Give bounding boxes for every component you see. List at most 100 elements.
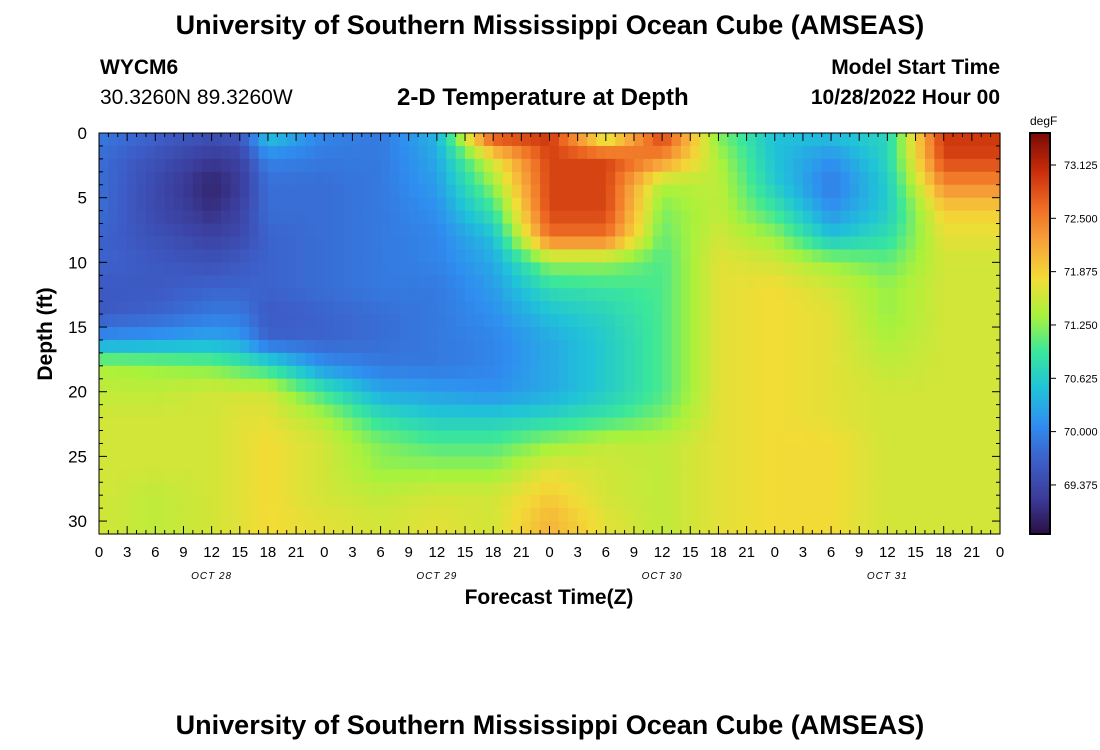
heatmap-cell (962, 495, 973, 509)
heatmap-cell (549, 158, 560, 173)
heatmap-cell (465, 275, 476, 289)
heatmap-cell (605, 301, 616, 315)
heatmap-cell (971, 417, 982, 432)
heatmap-cell (474, 378, 485, 393)
heatmap-cell (802, 145, 813, 160)
heatmap-cell (596, 171, 607, 186)
heatmap-cell (587, 404, 598, 419)
heatmap-cell (183, 184, 194, 199)
heatmap-cell (324, 197, 335, 212)
heatmap-cell (521, 456, 532, 470)
heatmap-cell (709, 184, 720, 199)
heatmap-cell (755, 223, 766, 238)
heatmap-cell (221, 275, 231, 289)
heatmap-cell (483, 314, 494, 328)
heatmap-cell (493, 495, 504, 509)
heatmap-cell (633, 210, 644, 225)
heatmap-cell (183, 430, 194, 445)
heatmap-cell (540, 197, 551, 212)
heatmap-cell (934, 145, 945, 160)
heatmap-cell (314, 391, 325, 406)
heatmap-cell (314, 352, 325, 367)
heatmap-cell (849, 508, 860, 522)
heatmap-cell (849, 133, 860, 147)
heatmap-cell (493, 288, 504, 302)
heatmap-cell (230, 365, 241, 380)
heatmap-cell (99, 365, 109, 380)
heatmap-cell (465, 223, 476, 238)
x-tick-label: 9 (405, 544, 413, 561)
heatmap-cell (558, 339, 569, 354)
heatmap-cell (446, 288, 457, 302)
heatmap-cell (418, 430, 429, 445)
heatmap-cell (530, 495, 541, 509)
heatmap-cell (314, 365, 325, 380)
heatmap-cell (831, 171, 842, 186)
heatmap-cell (418, 482, 429, 496)
heatmap-cell (418, 197, 429, 212)
heatmap-cell (549, 275, 560, 289)
heatmap-cell (765, 197, 776, 212)
heatmap-cell (737, 443, 748, 457)
heatmap-cell (549, 365, 560, 380)
heatmap-cell (821, 145, 832, 160)
heatmap-cell (521, 223, 532, 238)
heatmap-cell (821, 417, 832, 432)
heatmap-cell (211, 469, 222, 483)
heatmap-cell (943, 365, 954, 380)
heatmap-cell (399, 210, 410, 225)
heatmap-cell (136, 521, 147, 535)
heatmap-cell (465, 352, 476, 367)
heatmap-cell (230, 417, 241, 432)
heatmap-cell (352, 352, 363, 367)
heatmap-cell (680, 236, 691, 251)
heatmap-cell (314, 378, 325, 393)
heatmap-cell (690, 223, 701, 238)
heatmap-cell (859, 327, 870, 341)
heatmap-cell (192, 223, 203, 238)
heatmap-cell (943, 482, 954, 496)
heatmap-cell (943, 327, 954, 341)
heatmap-cell (877, 469, 888, 483)
heatmap-cell (868, 197, 879, 212)
heatmap-cell (784, 508, 795, 522)
heatmap-cell (277, 327, 288, 341)
heatmap-cell (202, 339, 213, 354)
heatmap-cell (418, 249, 429, 263)
heatmap-cell (145, 197, 156, 212)
heatmap-cell (221, 327, 231, 341)
heatmap-cell (136, 197, 147, 212)
heatmap-cell (371, 469, 382, 483)
heatmap-cell (239, 456, 250, 470)
heatmap-cell (699, 430, 710, 445)
heatmap-cell (324, 404, 335, 419)
heatmap-cell (727, 456, 738, 470)
heatmap-cell (446, 210, 457, 225)
heatmap-cell (624, 417, 635, 432)
heatmap-cell (192, 197, 203, 212)
heatmap-cell (971, 456, 982, 470)
heatmap-cell (446, 443, 457, 457)
heatmap-cell (108, 456, 119, 470)
heatmap-cell (587, 378, 598, 393)
heatmap-cell (333, 378, 344, 393)
heatmap-cell (108, 430, 119, 445)
heatmap-cell (314, 314, 325, 328)
heatmap-cell (746, 223, 757, 238)
heatmap-cell (727, 521, 738, 535)
heatmap-cell (127, 417, 138, 432)
heatmap-cell (558, 314, 569, 328)
heatmap-cell (943, 275, 954, 289)
heatmap-cell (915, 456, 926, 470)
heatmap-cell (530, 443, 541, 457)
heatmap-cell (136, 495, 147, 509)
heatmap-cell (483, 508, 494, 522)
x-axis-ticks: 0 3 6 9 12 15 18 21 0 3 6 9 12 15 18 21 0 3 6 9 12 15 18 21 0 3 6 9… (95, 133, 1004, 561)
heatmap-cell (821, 430, 832, 445)
heatmap-cell (924, 210, 935, 225)
x-tick-label: 15 (682, 544, 699, 561)
heatmap-cell (296, 352, 307, 367)
heatmap-cell (784, 133, 795, 147)
heatmap-cell (746, 288, 757, 302)
heatmap-cell (699, 171, 710, 186)
